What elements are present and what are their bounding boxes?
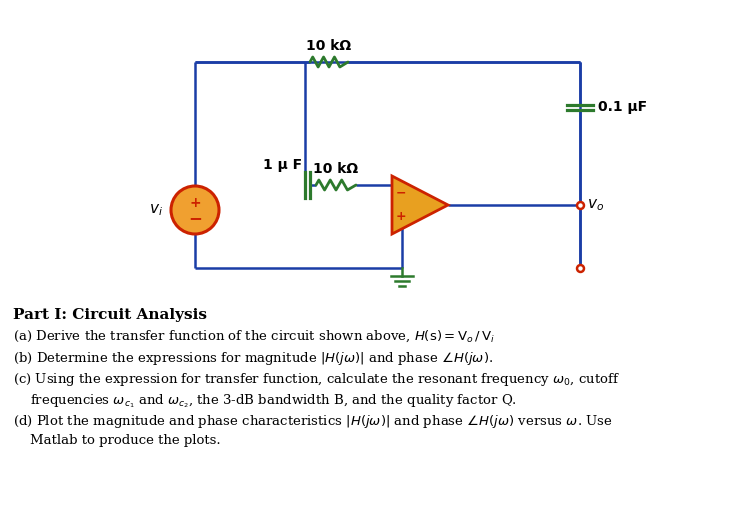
Text: (c) Using the expression for transfer function, calculate the resonant frequency: (c) Using the expression for transfer fu… [13, 371, 620, 388]
Text: frequencies $\omega_{c_1}$ and $\omega_{c_2}$, the 3-dB bandwidth B, and the qua: frequencies $\omega_{c_1}$ and $\omega_{… [30, 392, 517, 410]
Text: (a) Derive the transfer function of the circuit shown above, $H\mathrm{(s)}=\mat: (a) Derive the transfer function of the … [13, 329, 495, 344]
Text: −: − [188, 209, 202, 227]
Text: (d) Plot the magnitude and phase characteristics $|H(j\omega)|$ and phase $\angl: (d) Plot the magnitude and phase charact… [13, 413, 612, 430]
Polygon shape [392, 176, 448, 234]
Text: Matlab to produce the plots.: Matlab to produce the plots. [30, 434, 220, 447]
Text: 10 kΩ: 10 kΩ [307, 39, 352, 53]
Text: 10 kΩ: 10 kΩ [313, 162, 359, 176]
Text: $v_o$: $v_o$ [587, 197, 604, 213]
Text: +: + [190, 196, 201, 210]
Text: (b) Determine the expressions for magnitude $|H(j\omega)|$ and phase $\angle H(j: (b) Determine the expressions for magnit… [13, 350, 493, 367]
Text: −: − [396, 187, 406, 200]
Text: +: + [396, 210, 406, 223]
Circle shape [171, 186, 219, 234]
Text: $v_i$: $v_i$ [149, 202, 163, 218]
Text: 0.1 μF: 0.1 μF [598, 100, 647, 114]
Text: Part I: Circuit Analysis: Part I: Circuit Analysis [13, 308, 207, 322]
Text: 1 μ F: 1 μ F [263, 158, 303, 172]
